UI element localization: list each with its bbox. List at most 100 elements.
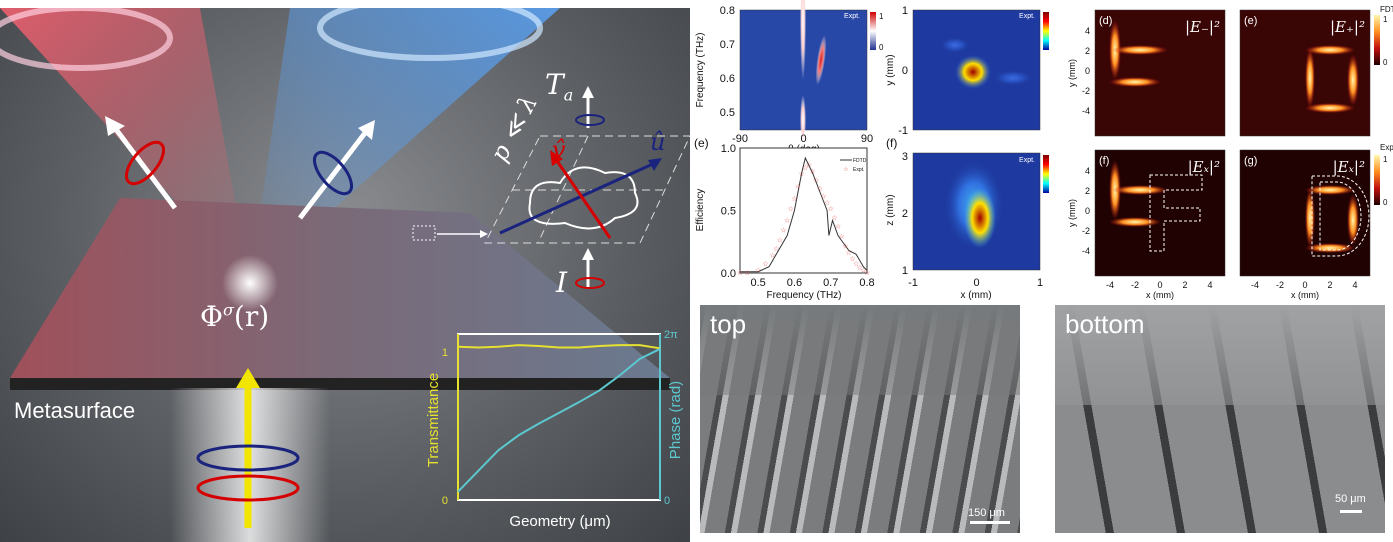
intensity-spot [1305,103,1355,113]
sem-top-label: top [710,309,747,339]
lcp-circle-icon [196,444,300,472]
intensity-spot [800,0,806,80]
expt-point: ☆ [791,195,797,203]
panel-label: (f) [886,136,897,150]
x-tick: 0.8 [859,277,874,289]
intensity-spot [964,188,996,248]
x-tick: -2 [1131,280,1139,290]
colorbar-tick: 1 [1383,155,1388,164]
y-tick: -2 [1082,226,1090,236]
expt-point: ☆ [828,205,834,213]
fdtd-line [740,156,868,273]
expt-point: ☆ [864,269,870,277]
y-tick: 0 [902,65,908,77]
expt-tag: Expt. [844,13,860,20]
red-output-arrow [113,126,177,210]
expt-point: ☆ [809,168,815,176]
expt-point: ☆ [824,199,830,207]
expt-point: ☆ [857,264,863,272]
sem-bottom-label: bottom [1065,309,1145,339]
y-tick: -1 [898,125,908,137]
expt-point: ☆ [788,205,794,213]
y-tick: 1 [902,5,908,17]
intensity-spot [815,35,827,85]
expt-point: ☆ [802,164,808,172]
expt-point: ☆ [846,249,852,257]
meta-atom-outline [528,166,639,230]
scale-text: 50 μm [1335,493,1366,505]
intensity-spot [1112,45,1168,55]
expt-point: ☆ [817,185,823,193]
intensity-spot [1305,185,1355,195]
expt-point: ☆ [770,251,776,259]
x-axis-label: Geometry (μm) [509,513,610,530]
intensity-spot [1305,188,1315,248]
y2-tick: 2π [664,329,678,341]
phase-line [457,348,661,493]
x-axis-label: x (mm) [1146,290,1174,300]
panel-label: (f) [1099,155,1109,167]
y-tick: 1.0 [721,143,736,155]
x-tick: 0.7 [823,277,838,289]
panel-label: (e) [694,136,709,150]
y-tick: 2 [1085,186,1090,196]
x-tick: 0 [973,277,979,289]
y-tick: 0 [1085,66,1090,76]
incident-label: I [556,266,568,299]
expt-point: ☆ [744,269,750,277]
y-tick: 2 [1085,46,1090,56]
x-tick: 4 [1352,280,1357,290]
expt-point: ☆ [755,266,761,274]
expt-point: ☆ [820,193,826,201]
y-tick: 0.6 [720,73,735,85]
rcp-circle-icon [196,474,300,502]
colorbar-tick: 1 [1383,15,1388,24]
expt-point: ☆ [860,266,866,274]
x-axis-label: Frequency (THz) [766,290,841,300]
x-axis-label: x (mm) [1291,290,1319,300]
colorbar [1043,12,1049,50]
transmittance-phase-chart: 0 1 0 2π Geometry (μm) Transmittance Phase (ra… [425,329,684,530]
x-tick: 0.6 [787,277,802,289]
colorbar-title: FDTD [1380,5,1393,14]
y-tick: 0.5 [721,206,736,218]
y-tick: 0.7 [720,39,735,51]
steering-focusing-panels: Expt.100.80.70.60.5-90090θ (deg)Frequenc… [694,0,1049,300]
colorbar-tick: 0 [1383,58,1388,67]
expt-tag: Expt. [1019,13,1035,20]
y-tick: 4 [1085,166,1090,176]
intensity-spot [940,37,970,53]
transmitted-label: Ta [545,68,574,105]
x-tick: 0 [1302,280,1307,290]
y-tick: 2 [902,208,908,220]
legend-marker: ☆ [843,166,848,173]
expt-point: ☆ [849,255,855,263]
expt-point: ☆ [737,269,743,277]
expt-point: ☆ [784,216,790,224]
y-tick: 1 [442,347,448,359]
panel-label: (g) [1244,155,1257,167]
y-axis-label: Efficiency [695,189,706,232]
y-axis-label: z (mm) [885,194,896,225]
x-tick: 0 [800,133,806,145]
metasurface-label: Metasurface [14,398,136,423]
y-tick: 0.0 [721,268,736,280]
y-axis-label: y (mm) [885,54,896,85]
intensity-spot [1305,48,1315,108]
expt-point: ☆ [806,161,812,169]
expt-point: ☆ [835,223,841,231]
colorbar-tick: 1 [879,12,884,21]
intensity-spot [1109,217,1161,227]
intensity-spot [800,95,806,145]
panel-title: |E₊|² [1330,18,1365,36]
x-tick: 2 [1182,280,1187,290]
y-axis-label: Transmittance [425,373,442,467]
blue-output-arrow [298,131,367,220]
colorbar-title: Expt. [1380,143,1393,152]
sem-top-image: top 150 μm [700,305,1020,533]
y-tick: 3 [902,151,908,163]
expt-tag: Expt. [1019,157,1035,164]
x-tick: 0.5 [750,277,765,289]
x-tick: 1 [1037,277,1043,289]
x-tick: -2 [1276,280,1284,290]
